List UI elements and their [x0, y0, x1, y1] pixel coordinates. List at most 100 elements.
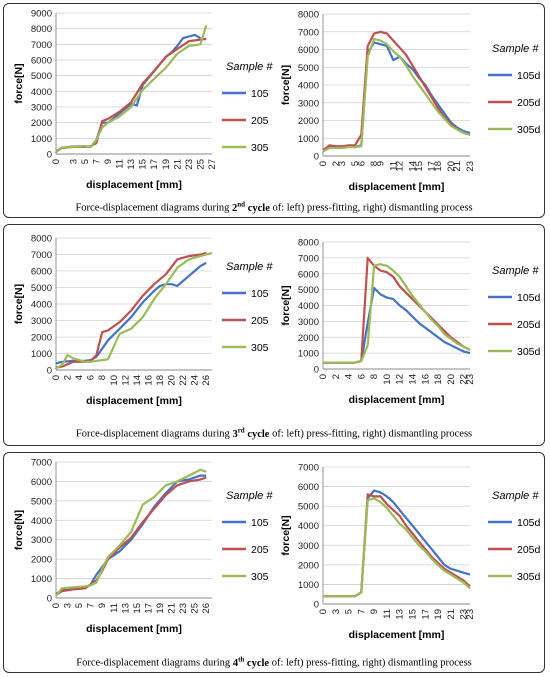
- legend-title: Sample #: [226, 490, 273, 502]
- series-line-105d: [323, 286, 471, 364]
- x-tick-label: 17: [149, 159, 160, 170]
- x-tick-label: 19: [433, 609, 444, 620]
- legend-label-105d: 105d: [517, 70, 541, 82]
- x-tick-label: 14: [132, 375, 143, 386]
- y-tick-label: 1000: [298, 580, 319, 591]
- x-tick-label: 3: [337, 161, 348, 166]
- x-tick-label: 6: [86, 375, 97, 380]
- y-tick-label: 5000: [298, 63, 319, 74]
- y-tick-label: 7000: [31, 40, 52, 51]
- x-tick-label: 2: [331, 161, 342, 166]
- x-tick-label: 20: [446, 374, 457, 385]
- y-tick-label: 1000: [31, 574, 52, 585]
- y-tick-label: 5000: [31, 496, 52, 507]
- x-tick-label: 22: [459, 374, 470, 385]
- x-axis-title: displacement [mm]: [86, 179, 182, 191]
- x-tick-label: 15: [138, 159, 149, 170]
- x-axis-title: displacement [mm]: [86, 623, 182, 635]
- y-tick-label: 8000: [298, 10, 319, 21]
- legend-label-305d: 305d: [517, 571, 541, 583]
- y-tick-label: 6000: [298, 45, 319, 56]
- x-tick-label: 14: [407, 161, 418, 172]
- y-tick-label: 4000: [298, 81, 319, 92]
- x-tick-label: 24: [190, 375, 201, 386]
- x-tick-label: 20: [446, 161, 457, 172]
- x-tick-label: 14: [407, 374, 418, 385]
- panel-cycle-3: Force-displacement diagrams during 3rd c…: [3, 224, 545, 446]
- caption-cycle-4: Force-displacement diagrams during 4th c…: [4, 655, 544, 669]
- y-tick-label: 2000: [31, 333, 52, 344]
- y-tick-label: 2000: [298, 116, 319, 127]
- x-tick-label: 5: [74, 603, 85, 608]
- x-tick-label: 18: [433, 374, 444, 385]
- x-tick-label: 12: [395, 161, 406, 172]
- x-tick-label: 7: [356, 609, 367, 614]
- x-tick-label: 21: [446, 609, 457, 620]
- series-line-205: [55, 476, 207, 597]
- x-tick-label: 18: [433, 161, 444, 172]
- x-axis-title: displacement [mm]: [349, 181, 445, 193]
- legend-label-205: 205: [251, 544, 269, 556]
- series-line-305d: [323, 263, 471, 364]
- y-tick-label: 4000: [31, 516, 52, 527]
- x-tick-label: 0: [318, 374, 329, 379]
- x-tick-label: 16: [143, 375, 154, 386]
- y-axis-title: force[N]: [280, 65, 292, 105]
- y-tick-label: 3000: [31, 535, 52, 546]
- y-tick-label: 4000: [298, 521, 319, 532]
- y-tick-label: 9000: [31, 9, 52, 20]
- caption-text: Force-displacement diagrams during: [75, 428, 233, 440]
- y-tick-label: 3000: [31, 103, 52, 114]
- series-line-105: [55, 261, 207, 365]
- x-tick-label: 6: [356, 374, 367, 379]
- x-tick-label: 15: [132, 603, 143, 614]
- caption-cycle-number: 2: [232, 202, 238, 214]
- x-tick-label: 21: [172, 159, 183, 170]
- x-tick-label: 11: [388, 161, 399, 171]
- x-tick-label: 23: [465, 161, 476, 172]
- x-tick-label: 20: [167, 375, 178, 386]
- legend-label-105d: 105d: [517, 517, 541, 529]
- x-tick-label: 12: [120, 375, 131, 386]
- x-tick-label: 7: [86, 603, 97, 608]
- x-tick-label: 11: [115, 159, 126, 169]
- x-tick-label: 18: [155, 375, 166, 386]
- caption-cycle-number: 3: [232, 428, 238, 440]
- y-axis-title: force[N]: [13, 63, 25, 103]
- series-line-305: [55, 25, 208, 154]
- x-tick-label: 13: [395, 609, 406, 620]
- x-tick-label: 3: [63, 603, 74, 608]
- x-tick-label: 13: [126, 159, 137, 170]
- y-tick-label: 3000: [31, 316, 52, 327]
- x-tick-label: 19: [161, 159, 172, 170]
- panel-cycle-4: Force-displacement diagrams during 4th c…: [3, 452, 545, 673]
- x-tick-label: 25: [195, 159, 206, 170]
- caption-cycle-2: Force-displacement diagrams during 2nd c…: [4, 200, 544, 214]
- series-line-305: [55, 468, 207, 597]
- x-tick-label: 12: [395, 374, 406, 385]
- caption-text-end: of: left) press-fitting, right) dismantl…: [269, 657, 472, 669]
- x-tick-label: 23: [459, 609, 470, 620]
- x-tick-label: 9: [369, 609, 380, 614]
- y-tick-label: 6000: [31, 56, 52, 67]
- y-axis-title: force[N]: [280, 515, 292, 555]
- legend-title: Sample #: [492, 265, 539, 277]
- x-tick-label: 16: [420, 374, 431, 385]
- x-tick-label: 17: [420, 609, 431, 620]
- caption-cycle-3: Force-displacement diagrams during 3rd c…: [4, 426, 544, 440]
- y-tick-label: 7000: [298, 463, 319, 474]
- y-axis-title: force[N]: [13, 510, 25, 550]
- legend-label-105: 105: [251, 517, 269, 529]
- x-tick-label: 23: [465, 374, 476, 385]
- y-tick-label: 6000: [31, 477, 52, 488]
- x-tick-label: 8: [97, 375, 108, 380]
- x-tick-label: 5: [344, 609, 355, 614]
- legend-label-105: 105: [251, 288, 269, 300]
- y-tick-label: 6000: [31, 267, 52, 278]
- x-axis-title: displacement [mm]: [349, 394, 445, 406]
- x-tick-label: 3: [331, 609, 342, 614]
- y-tick-label: 0: [47, 150, 52, 161]
- x-tick-label: 9: [103, 159, 114, 164]
- x-tick-label: 26: [201, 375, 212, 386]
- caption-text-end: of: left) press-fitting, right) dismantl…: [269, 428, 473, 440]
